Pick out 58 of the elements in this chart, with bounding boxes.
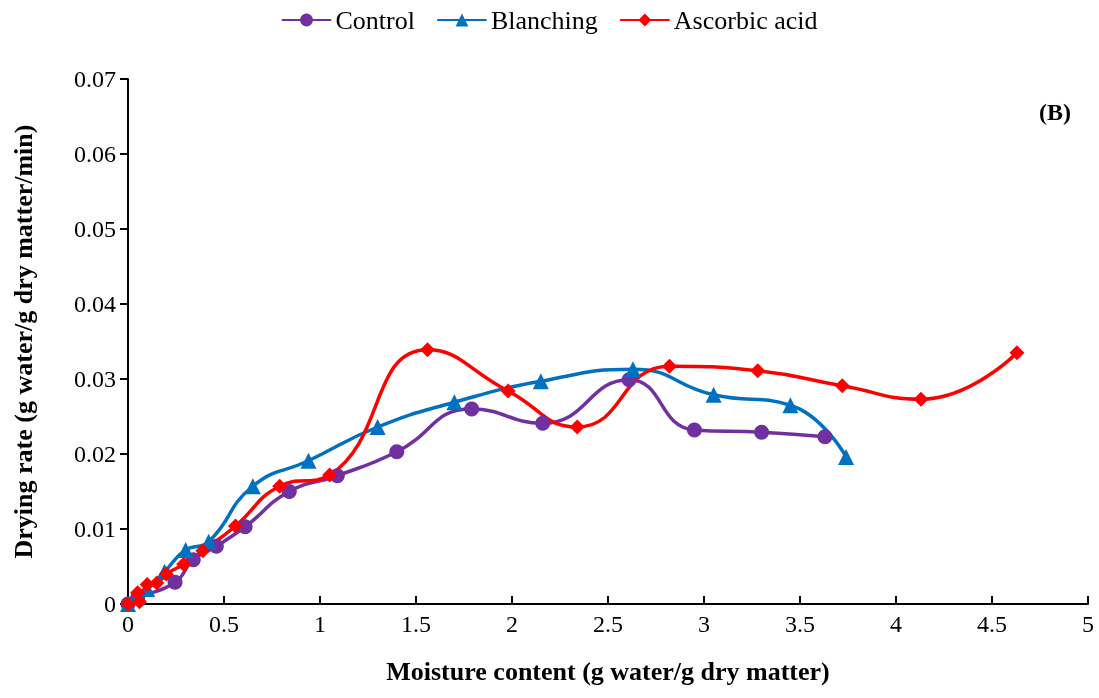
point xyxy=(661,358,677,374)
point xyxy=(389,444,405,460)
y-tick-label: 0.07 xyxy=(74,66,116,92)
y-axis-title: Drying rate (g water/g dry matter/min) xyxy=(8,124,38,559)
point xyxy=(705,386,722,403)
point xyxy=(750,363,766,379)
x-tick-label: 5 xyxy=(1082,611,1094,637)
y-tick-label: 0.04 xyxy=(74,291,116,317)
point xyxy=(167,574,183,590)
point xyxy=(569,419,585,435)
point xyxy=(176,556,192,572)
y-tick-label: 0.06 xyxy=(74,141,116,167)
point xyxy=(464,401,480,417)
point xyxy=(1009,345,1025,361)
point xyxy=(369,419,386,435)
point xyxy=(535,415,551,431)
x-tick-label: 4.5 xyxy=(977,611,1007,637)
legend-label: Blanching xyxy=(490,5,598,35)
y-tick-label: 0.03 xyxy=(74,366,116,392)
legend-label: Control xyxy=(335,5,415,35)
point xyxy=(686,422,702,438)
y-tick-label: 0.05 xyxy=(74,216,116,242)
x-tick-label: 1.5 xyxy=(401,611,431,637)
point xyxy=(782,397,799,414)
point xyxy=(420,342,436,358)
x-tick-label: 0 xyxy=(122,611,134,637)
x-tick-label: 2 xyxy=(506,611,518,637)
point xyxy=(754,424,770,440)
x-tick-label: 4 xyxy=(890,611,902,637)
point xyxy=(500,383,516,399)
point xyxy=(149,575,165,591)
point xyxy=(228,518,244,534)
x-tick-label: 2.5 xyxy=(593,611,623,637)
x-axis-title: Moisture content (g water/g dry matter) xyxy=(386,656,830,686)
y-tick-label: 0.02 xyxy=(74,441,116,467)
y-tick-label: 0 xyxy=(104,591,116,617)
point xyxy=(532,373,549,390)
legend-label: Ascorbic acid xyxy=(673,5,818,35)
point xyxy=(838,449,855,465)
point xyxy=(446,394,463,411)
point xyxy=(834,378,850,394)
point xyxy=(177,542,194,558)
point xyxy=(624,361,641,378)
x-tick-label: 3 xyxy=(698,611,710,637)
point xyxy=(132,594,148,610)
point xyxy=(300,452,317,469)
point xyxy=(272,478,288,494)
point xyxy=(817,429,833,445)
point xyxy=(244,478,261,495)
point xyxy=(281,484,297,499)
x-tick-label: 0.5 xyxy=(209,611,239,637)
point xyxy=(913,391,929,407)
point xyxy=(322,467,338,483)
y-tick-label: 0.01 xyxy=(74,516,116,542)
x-tick-label: 3.5 xyxy=(785,611,815,637)
x-tick-label: 1 xyxy=(314,611,326,637)
point xyxy=(195,543,211,559)
annotation: (B) xyxy=(1039,99,1072,125)
